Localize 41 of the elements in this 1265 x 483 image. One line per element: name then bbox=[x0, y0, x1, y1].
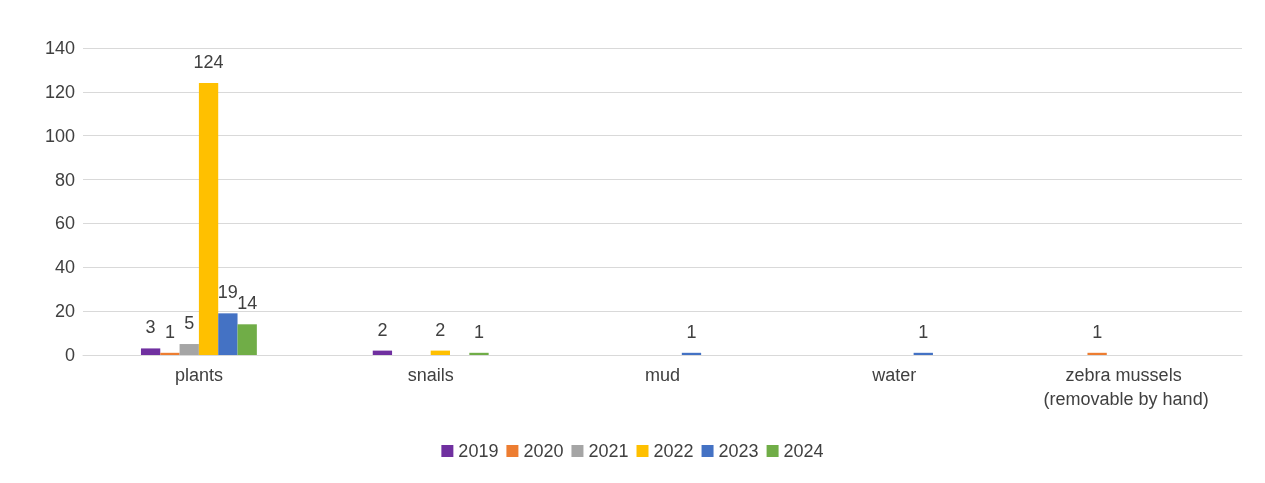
data-label: 5 bbox=[184, 313, 195, 334]
bar bbox=[160, 352, 180, 355]
x-tick-label: plants bbox=[174, 365, 223, 385]
data-label: 1 bbox=[686, 321, 697, 342]
y-tick-label: 80 bbox=[54, 169, 75, 190]
y-tick-label: 0 bbox=[64, 345, 75, 365]
data-label: 124 bbox=[193, 52, 224, 73]
bar bbox=[681, 352, 702, 355]
data-label: 1 bbox=[1092, 321, 1103, 342]
legend-label: 2023 bbox=[718, 441, 759, 461]
legend-label: 2022 bbox=[653, 441, 694, 461]
bar bbox=[140, 348, 161, 355]
bar bbox=[198, 83, 219, 355]
y-tick-label: 60 bbox=[54, 213, 75, 234]
bar bbox=[237, 324, 257, 355]
bar bbox=[469, 352, 489, 355]
bar bbox=[913, 352, 933, 355]
bar bbox=[1087, 352, 1107, 355]
data-label: 2 bbox=[435, 319, 446, 340]
data-label: 19 bbox=[217, 282, 238, 303]
bar bbox=[179, 344, 199, 355]
x-tick-label: snails bbox=[407, 365, 454, 385]
legend-label: 2024 bbox=[783, 441, 824, 461]
bar bbox=[218, 313, 238, 355]
x-tick-label: zebra mussels (removable by hand) bbox=[1043, 365, 1209, 409]
x-tick-label: water bbox=[871, 365, 917, 385]
y-tick-label: 100 bbox=[44, 125, 75, 146]
data-label: 14 bbox=[237, 293, 258, 314]
data-label: 1 bbox=[164, 321, 175, 342]
legend-label: 2020 bbox=[523, 441, 564, 461]
data-label: 1 bbox=[918, 321, 929, 342]
y-tick-label: 20 bbox=[54, 301, 75, 322]
y-tick-label: 40 bbox=[54, 257, 75, 278]
y-tick-label: 120 bbox=[44, 81, 75, 102]
data-label: 1 bbox=[473, 321, 484, 342]
legend-label: 2021 bbox=[588, 441, 629, 461]
legend-label: 2019 bbox=[458, 441, 499, 461]
data-label: 3 bbox=[145, 317, 156, 338]
data-label: 2 bbox=[377, 319, 388, 340]
x-tick-label: mud bbox=[644, 365, 681, 385]
y-tick-label: 140 bbox=[44, 38, 75, 58]
